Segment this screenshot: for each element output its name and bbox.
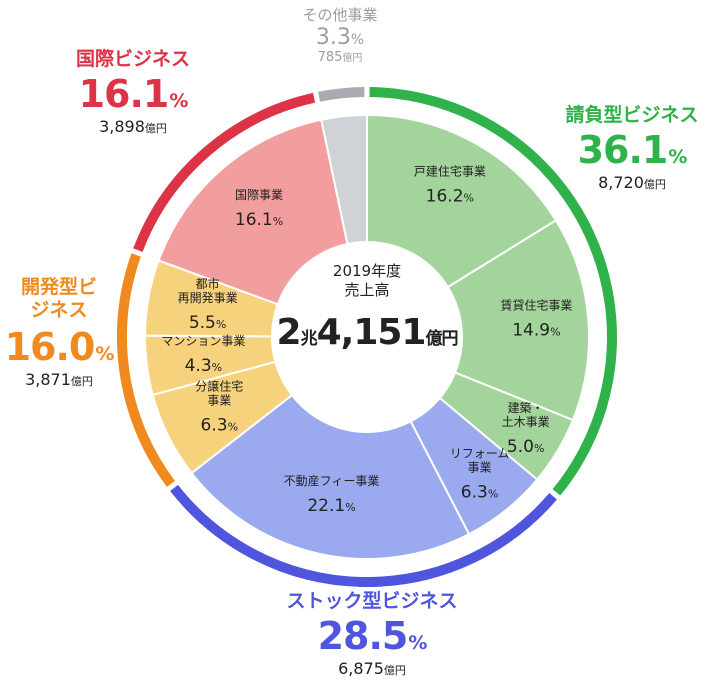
group-percent: 28.5 <box>317 614 409 658</box>
inner-sector <box>320 113 368 246</box>
group-name: ストック型ビジネス <box>286 590 458 612</box>
outer-ring-arc <box>133 92 316 252</box>
total-unit: 億円 <box>425 328 458 349</box>
group-percent: 16.1 <box>78 72 170 116</box>
center-total-value: 2兆4,151億円 <box>267 310 467 355</box>
group-percent: 16.0 <box>4 324 96 369</box>
group-amount: 785 <box>317 50 343 65</box>
group-percent: 36.1 <box>577 128 669 172</box>
group-amount: 3,898 <box>99 117 145 136</box>
total-trillion: 2 <box>276 311 302 353</box>
group-name: その他事業 <box>302 6 378 24</box>
group-amount: 6,875 <box>338 659 384 678</box>
inner-sector <box>366 113 558 289</box>
group-name: 開発型ビジネス <box>20 276 97 321</box>
inner-sector-label: 建築・ <box>508 400 544 415</box>
inner-sector-value: 14.9% <box>512 321 560 341</box>
inner-sector-label: 賃貸住宅事業 <box>500 298 572 313</box>
group-label-development: 開発型ビジネス 16.0% 3,871億円 <box>4 276 115 389</box>
inner-sector-label: 国際事業 <box>235 188 283 202</box>
inner-sector-value: 16.2% <box>426 187 474 207</box>
chart-center-total: 2019年度 売上高 2兆4,151億円 <box>267 262 467 355</box>
inner-sector-value: 6.3% <box>201 416 239 436</box>
inner-sector-label: 事業 <box>207 394 231 408</box>
group-label-contract: 請負型ビジネス 36.1% 8,720億円 <box>552 106 712 191</box>
inner-sector-label: 事業 <box>468 460 492 474</box>
center-caption: 売上高 <box>344 280 390 299</box>
inner-sector-value: 6.3% <box>461 482 499 502</box>
group-amount: 8,720 <box>598 173 644 192</box>
inner-sector-label: マンション事業 <box>161 334 245 348</box>
inner-sector-value: 5.5% <box>189 313 227 333</box>
inner-sector-label: リフォーム <box>450 446 510 460</box>
inner-sector-label: 分譲住宅 <box>195 379 243 394</box>
inner-sector-value: 22.1% <box>307 496 355 516</box>
inner-sector-label: 戸建住宅事業 <box>414 164 486 179</box>
group-name: 請負型ビジネス <box>565 104 699 126</box>
group-amount: 3,871 <box>25 369 71 389</box>
group-percent: 3.3 <box>315 25 351 50</box>
inner-sector-label: 土木事業 <box>502 415 550 429</box>
group-label-other: その他事業 3.3% 785億円 <box>280 6 400 65</box>
outer-ring-arc <box>369 87 617 496</box>
inner-sector-label: 不動産フィー事業 <box>284 473 380 488</box>
outer-ring-arc <box>117 253 175 487</box>
group-label-international: 国際ビジネス 16.1% 3,898億円 <box>58 50 208 135</box>
outer-ring-arc <box>318 87 365 102</box>
total-rest: 4,151 <box>316 311 427 353</box>
inner-sector-label: 都市 <box>196 276 220 291</box>
inner-sector-label: 再開発事業 <box>178 291 238 305</box>
inner-sector-value: 4.3% <box>185 356 223 376</box>
group-label-stock: ストック型ビジネス 28.5% 6,875億円 <box>262 592 482 677</box>
inner-sector <box>190 393 471 560</box>
group-name: 国際ビジネス <box>75 48 190 70</box>
total-trillion-unit: 兆 <box>300 328 318 349</box>
center-year: 2019年度 <box>332 262 402 280</box>
inner-sector <box>157 118 349 306</box>
inner-sector-value: 5.0% <box>507 437 545 457</box>
outer-ring-arc <box>170 484 557 587</box>
inner-sector-value: 16.1% <box>235 210 283 230</box>
inner-sector <box>446 219 590 422</box>
